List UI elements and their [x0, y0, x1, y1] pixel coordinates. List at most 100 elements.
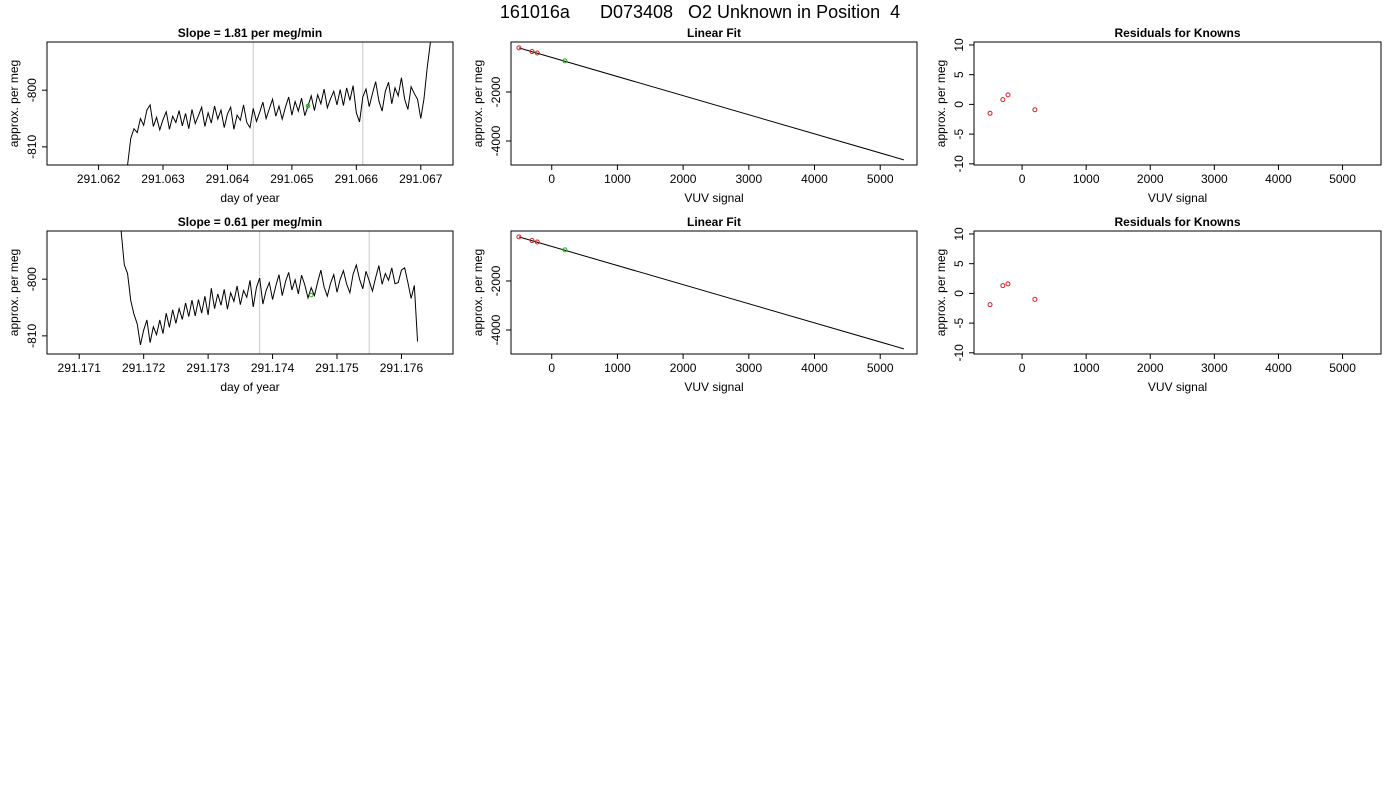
y-tick-label: 5 — [952, 71, 966, 78]
chart-title: Linear Fit — [687, 26, 741, 40]
data-point — [529, 49, 535, 55]
x-axis-label: day of year — [220, 191, 279, 205]
y-tick-label: -5 — [952, 128, 966, 139]
page-title: 161016a D073408 O2 Unknown in Position 4 — [499, 2, 901, 22]
plot-data — [120, 231, 419, 346]
x-tick-label: 4000 — [1265, 172, 1292, 186]
highlight-point — [305, 103, 311, 109]
chart-panel-6: Residuals for Knowns 0 1000 2000 3000 4000 500… — [934, 215, 1382, 394]
data-point — [1032, 107, 1038, 113]
y-tick-label: -810 — [25, 135, 39, 159]
y-tick-label: -800 — [25, 267, 39, 291]
x-tick-label: 291.174 — [251, 361, 295, 375]
x-tick-label: 0 — [548, 361, 555, 375]
fit-line — [518, 236, 905, 350]
y-tick-label: -10 — [952, 155, 966, 173]
x-tick-label: 291.063 — [141, 172, 185, 186]
x-tick-label: 3000 — [1201, 172, 1228, 186]
x-tick-label: 3000 — [735, 172, 762, 186]
x-tick-label: 291.172 — [122, 361, 166, 375]
data-point — [534, 50, 540, 56]
plot-data — [516, 234, 905, 350]
x-tick-label: 291.064 — [206, 172, 250, 186]
y-axis-label: approx. per meg — [471, 249, 485, 336]
plot-frame — [510, 41, 918, 166]
x-axis-label: VUV signal — [684, 380, 743, 394]
x-tick-label: 291.062 — [77, 172, 121, 186]
plot-frame — [510, 230, 918, 355]
y-tick-label: -4000 — [489, 125, 503, 156]
x-axis-label: VUV signal — [1148, 191, 1207, 205]
x-tick-label: 0 — [548, 172, 555, 186]
chart-panel-3: Residuals for Knowns 0 1000 2000 3000 4000 500… — [934, 26, 1382, 205]
y-axis-label: approx. per meg — [7, 60, 21, 147]
chart-title: Slope = 0.61 per meg/min — [178, 215, 322, 229]
x-tick-label: 291.173 — [186, 361, 230, 375]
y-tick-label: 10 — [952, 38, 966, 52]
data-point — [534, 239, 540, 245]
x-axis-label: VUV signal — [684, 191, 743, 205]
y-tick-label: 0 — [952, 290, 966, 297]
x-tick-label: 0 — [1019, 361, 1026, 375]
y-axis-label: approx. per meg — [934, 60, 948, 147]
x-tick-label: 5000 — [1329, 361, 1356, 375]
y-tick-label: -2000 — [489, 265, 503, 296]
x-axis-label: day of year — [220, 380, 279, 394]
plot-data — [987, 281, 1038, 308]
data-point — [987, 302, 993, 308]
y-tick-label: -800 — [25, 78, 39, 102]
y-tick-label: -2000 — [489, 76, 503, 107]
highlight-point — [308, 292, 314, 298]
plot-frame — [46, 41, 454, 166]
y-tick-label: -4000 — [489, 314, 503, 345]
plot-data — [987, 92, 1038, 116]
chart-title: Residuals for Knowns — [1114, 215, 1240, 229]
y-tick-label: 0 — [952, 101, 966, 108]
plot-frame — [46, 230, 454, 355]
chart-title: Residuals for Knowns — [1114, 26, 1240, 40]
x-tick-label: 1000 — [1073, 172, 1100, 186]
plot-frame — [973, 230, 1382, 355]
chart-panel-4: Slope = 0.61 per meg/min 291.171 291.172 29… — [7, 215, 454, 394]
fit-line — [518, 47, 905, 161]
chart-title: Slope = 1.81 per meg/min — [178, 26, 322, 40]
y-axis-label: approx. per meg — [7, 249, 21, 336]
data-point — [516, 234, 522, 240]
x-tick-label: 5000 — [1329, 172, 1356, 186]
plot-frame — [973, 41, 1382, 166]
data-point — [562, 58, 568, 64]
x-tick-label: 3000 — [735, 361, 762, 375]
x-tick-label: 5000 — [867, 172, 894, 186]
x-tick-label: 291.067 — [399, 172, 443, 186]
x-tick-label: 291.176 — [380, 361, 424, 375]
x-tick-label: 2000 — [670, 172, 697, 186]
x-tick-label: 291.065 — [270, 172, 314, 186]
data-point — [1000, 97, 1006, 103]
x-tick-label: 0 — [1019, 172, 1026, 186]
x-tick-label: 1000 — [604, 361, 631, 375]
x-tick-label: 2000 — [1137, 172, 1164, 186]
y-axis-label: approx. per meg — [934, 249, 948, 336]
data-point — [529, 238, 535, 244]
x-tick-label: 4000 — [1265, 361, 1292, 375]
data-point — [516, 45, 522, 51]
x-axis-label: VUV signal — [1148, 380, 1207, 394]
series-line — [127, 42, 431, 165]
x-tick-label: 2000 — [1137, 361, 1164, 375]
x-tick-label: 3000 — [1201, 361, 1228, 375]
plot-data — [516, 45, 905, 161]
y-tick-label: -810 — [25, 324, 39, 348]
data-point — [1005, 281, 1011, 287]
y-axis-label: approx. per meg — [471, 60, 485, 147]
data-point — [1000, 283, 1006, 289]
x-tick-label: 291.175 — [315, 361, 359, 375]
chart-panel-1: Slope = 1.81 per meg/min 291.062 291.063 29… — [7, 26, 454, 205]
data-point — [562, 247, 568, 253]
chart-panel-2: Linear Fit 0 1000 2000 3000 4000 5000 -4000 -200… — [471, 26, 918, 205]
y-tick-label: -5 — [952, 317, 966, 328]
data-point — [1005, 92, 1011, 98]
chart-panel-5: Linear Fit 0 1000 2000 3000 4000 5000 -4000 -200… — [471, 215, 918, 394]
series-line — [120, 231, 419, 346]
x-tick-label: 291.171 — [58, 361, 102, 375]
